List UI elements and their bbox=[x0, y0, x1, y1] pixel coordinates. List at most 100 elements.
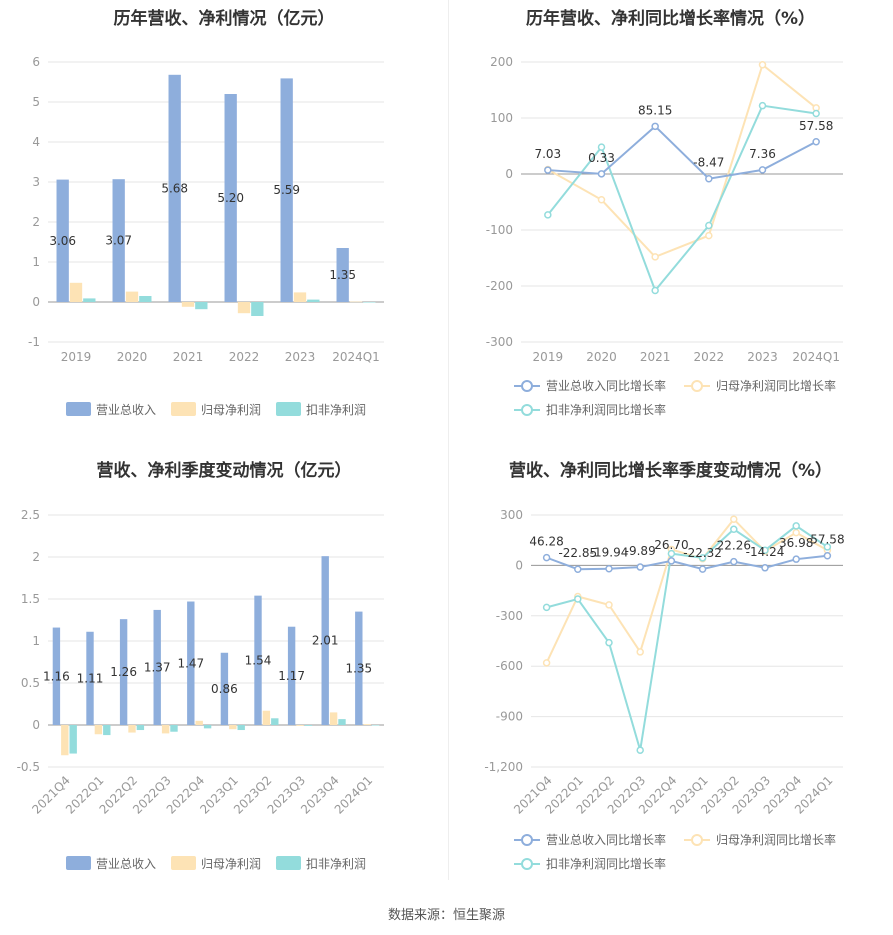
bar-扣非净利润 bbox=[304, 725, 313, 726]
bar-扣非净利润 bbox=[69, 725, 77, 754]
bar-data-label: 1.16 bbox=[43, 669, 70, 683]
x-tick-label: 2022 bbox=[694, 350, 725, 364]
point-扣非净利润同比增长率 bbox=[730, 525, 738, 534]
legend-label: 营业总收入同比增长率 bbox=[546, 378, 666, 393]
point-扣非净利润同比增长率 bbox=[812, 109, 820, 118]
point-营业总收入同比增长率 bbox=[542, 553, 551, 562]
line-data-label: 46.28 bbox=[529, 535, 563, 549]
bar-扣非净利润 bbox=[363, 302, 376, 303]
bar-data-label: 1.47 bbox=[177, 656, 204, 670]
bar-扣非净利润 bbox=[251, 302, 264, 316]
bar-data-label: 5.20 bbox=[217, 191, 244, 205]
y-tick-label: -1 bbox=[28, 335, 40, 349]
x-tick-label: 2020 bbox=[586, 350, 617, 364]
point-营业总收入同比增长率 bbox=[758, 166, 767, 174]
chart-title: 历年营收、净利情况（亿元） bbox=[113, 9, 335, 29]
x-tick-label: 2019 bbox=[533, 350, 564, 364]
legend-label: 营业总收入 bbox=[96, 403, 156, 417]
point-归母净利润同比增长率 bbox=[651, 253, 659, 261]
line-data-label: 85.15 bbox=[638, 103, 672, 117]
bar-data-label: 1.35 bbox=[329, 268, 356, 282]
line-data-label: 57.58 bbox=[799, 119, 833, 133]
line-data-label: -8.47 bbox=[693, 156, 724, 170]
bar-营业总收入 bbox=[119, 619, 128, 725]
y-tick-label: -600 bbox=[496, 659, 523, 673]
bar-营业总收入 bbox=[168, 74, 181, 302]
chart-title: 营收、净利季度变动情况（亿元） bbox=[96, 461, 352, 481]
bar-归母净利润 bbox=[61, 725, 69, 756]
line-data-label: -22.85 bbox=[558, 546, 597, 560]
point-营业总收入同比增长率 bbox=[705, 174, 713, 183]
y-tick-label: 1 bbox=[32, 255, 40, 269]
y-tick-label: 2 bbox=[32, 550, 40, 564]
quarterly-growth-rate-chart: -1,200-900-600-30003002021Q42022Q12022Q2… bbox=[484, 508, 844, 871]
point-扣非净利润同比增长率 bbox=[597, 143, 606, 151]
x-tick-label: 2020 bbox=[117, 350, 148, 364]
legend-swatch bbox=[171, 402, 196, 416]
point-营业总收入同比增长率 bbox=[597, 170, 606, 178]
y-tick-label: 0 bbox=[515, 558, 523, 572]
point-扣非净利润同比增长率 bbox=[542, 603, 551, 612]
bar-data-label: 3.07 bbox=[105, 234, 132, 248]
legend-swatch bbox=[276, 856, 301, 870]
y-tick-label: 300 bbox=[500, 508, 523, 522]
legend-label: 归母净利润 bbox=[201, 403, 261, 417]
y-tick-label: 200 bbox=[490, 55, 513, 69]
line-data-label: 36.98 bbox=[779, 536, 813, 550]
bar-data-label: 0.86 bbox=[211, 682, 238, 696]
x-tick-label: 2024Q1 bbox=[792, 350, 840, 364]
bar-扣非净利润 bbox=[170, 725, 178, 732]
legend-label: 扣非净利润 bbox=[306, 857, 366, 871]
chart-title: 营收、净利同比增长率季度变动情况（%） bbox=[508, 461, 833, 481]
legend-swatch-marker bbox=[521, 858, 533, 870]
point-归母净利润同比增长率 bbox=[730, 515, 738, 523]
x-tick-label: 2022 bbox=[229, 350, 260, 364]
y-tick-label: 0 bbox=[32, 718, 40, 732]
legend-label: 营业总收入同比增长率 bbox=[546, 832, 666, 847]
x-tick-label: 2019 bbox=[61, 350, 92, 364]
y-tick-label: 4 bbox=[32, 135, 40, 149]
bar-扣非净利润 bbox=[237, 725, 245, 731]
bar-营业总收入 bbox=[187, 601, 195, 725]
bar-归母净利润 bbox=[94, 725, 103, 735]
legend-label: 归母净利润 bbox=[201, 857, 261, 871]
legend-label: 归母净利润同比增长率 bbox=[716, 832, 836, 847]
line-data-label: 57.58 bbox=[810, 533, 844, 547]
legend-label: 扣非净利润同比增长率 bbox=[546, 402, 666, 417]
bar-data-label: 5.68 bbox=[161, 181, 188, 195]
x-tick-label: 2021 bbox=[640, 350, 671, 364]
bar-营业总收入 bbox=[280, 78, 293, 303]
line-data-label: 7.36 bbox=[749, 147, 776, 161]
bar-data-label: 1.26 bbox=[110, 665, 137, 679]
annual-growth-rate-chart: -300 -200 -100 0 100 200 2019 2020 2021 2022 2023 2… bbox=[486, 55, 843, 417]
legend-swatch bbox=[276, 402, 301, 416]
x-tick-label: 2024Q1 bbox=[332, 350, 380, 364]
bar-归母净利润 bbox=[349, 301, 363, 303]
line-data-label: -19.94 bbox=[590, 546, 629, 560]
y-tick-label: 2.5 bbox=[21, 508, 40, 522]
y-tick-label: 2 bbox=[32, 215, 40, 229]
bar-营业总收入 bbox=[112, 179, 125, 302]
legend-label: 扣非净利润 bbox=[306, 403, 366, 417]
bar-营业总收入 bbox=[224, 94, 237, 302]
y-tick-label: 6 bbox=[32, 55, 40, 69]
legend-swatch-marker bbox=[691, 380, 703, 392]
y-tick-label: -200 bbox=[486, 279, 513, 293]
bar-data-label: 5.59 bbox=[273, 183, 300, 197]
point-归母净利润同比增长率 bbox=[605, 601, 613, 609]
point-营业总收入同比增长率 bbox=[812, 138, 820, 146]
data-source: 数据来源：恒生聚源 bbox=[387, 908, 505, 923]
line-data-label: 22.26 bbox=[717, 539, 751, 553]
y-tick-label: -100 bbox=[486, 223, 513, 237]
line-营业总收入同比增长率 bbox=[546, 554, 828, 571]
bar-归母净利润 bbox=[237, 302, 251, 314]
bar-扣非净利润 bbox=[136, 725, 145, 731]
y-tick-label: 0.5 bbox=[21, 676, 40, 690]
y-tick-label: -0.5 bbox=[17, 760, 40, 774]
point-归母净利润同比增长率 bbox=[758, 61, 767, 69]
bar-归母净利润 bbox=[229, 725, 237, 730]
bar-扣非净利润 bbox=[338, 719, 346, 725]
annual-revenue-profit-panel: 历年营收、净利情况（亿元） -1 0 1 2 3 4 5 6 2019 2020 2021 2022 2… bbox=[0, 0, 448, 440]
x-tick-label: 2023 bbox=[285, 350, 316, 364]
legend-label: 营业总收入 bbox=[96, 857, 156, 871]
